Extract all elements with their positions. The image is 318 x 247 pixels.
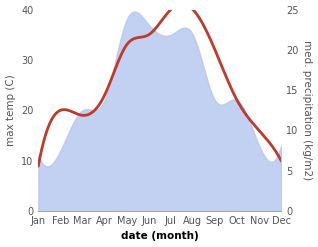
Y-axis label: med. precipitation (kg/m2): med. precipitation (kg/m2)	[302, 40, 313, 180]
Y-axis label: max temp (C): max temp (C)	[5, 74, 16, 146]
X-axis label: date (month): date (month)	[121, 231, 199, 242]
